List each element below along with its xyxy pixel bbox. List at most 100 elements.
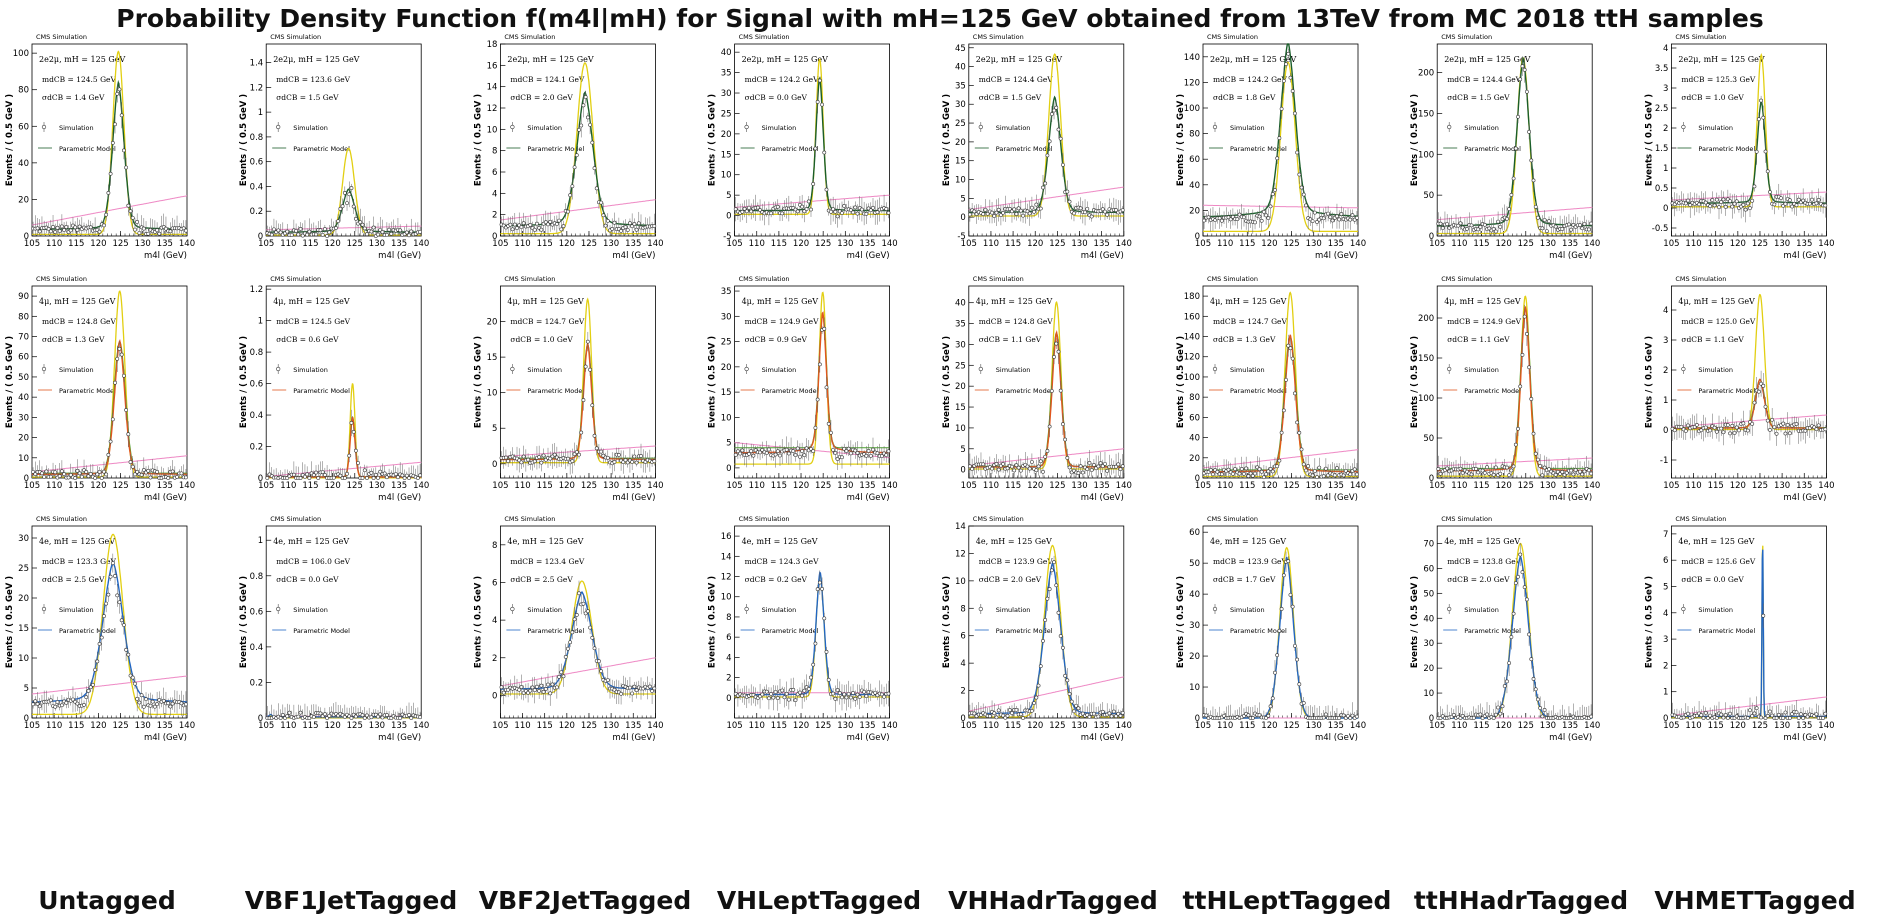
data-point bbox=[360, 713, 365, 718]
legend-model: Parametric Model bbox=[762, 145, 819, 153]
channel-label: 4e, mH = 125 GeV bbox=[742, 537, 818, 546]
data-point bbox=[51, 225, 55, 229]
x-tick-label: 105 bbox=[1195, 721, 1211, 731]
data-point bbox=[1016, 465, 1021, 470]
data-point bbox=[623, 225, 628, 229]
data-point bbox=[1295, 657, 1300, 662]
x-tick-label: 130 bbox=[1540, 239, 1556, 249]
data-point bbox=[833, 696, 838, 701]
y-tick-label: 70 bbox=[1423, 539, 1434, 549]
x-tick-label: 105 bbox=[24, 481, 40, 491]
plot-frame bbox=[265, 43, 422, 237]
data-point bbox=[833, 451, 838, 455]
data-point bbox=[632, 454, 637, 459]
data-point bbox=[179, 701, 184, 706]
data-point bbox=[53, 704, 58, 709]
model-curve bbox=[1671, 378, 1827, 429]
model-curve bbox=[968, 330, 1124, 468]
legend-model: Parametric Model bbox=[996, 387, 1053, 395]
data-point bbox=[1120, 710, 1125, 715]
y-tick-label: 4 bbox=[726, 653, 731, 663]
channel-label: 2e2μ, mH = 125 GeV bbox=[273, 55, 359, 64]
x-axis-label: m4l (GeV) bbox=[378, 493, 421, 503]
y-tick-label: 0 bbox=[258, 474, 263, 484]
x-tick-label: 120 bbox=[90, 481, 106, 491]
x-tick-label: 130 bbox=[837, 481, 853, 491]
x-tick-label: 140 bbox=[179, 721, 195, 731]
data-point bbox=[362, 716, 367, 720]
data-point bbox=[1513, 442, 1518, 447]
data-point bbox=[1511, 176, 1516, 181]
x-tick-label: 120 bbox=[1496, 481, 1512, 491]
data-point bbox=[532, 688, 537, 693]
x-tick-label: 110 bbox=[514, 481, 530, 491]
data-point bbox=[99, 476, 104, 480]
legend-model: Parametric Model bbox=[1698, 387, 1755, 395]
data-point bbox=[1560, 470, 1565, 474]
green-curve bbox=[500, 343, 656, 459]
data-point bbox=[1257, 214, 1262, 219]
x-tick-label: 125 bbox=[581, 239, 597, 249]
data-point bbox=[1785, 423, 1790, 427]
x-tick-label: 135 bbox=[1328, 239, 1344, 249]
data-point bbox=[1350, 213, 1355, 218]
data-point bbox=[115, 593, 120, 598]
x-tick-label: 125 bbox=[1049, 481, 1065, 491]
data-point bbox=[1542, 218, 1547, 222]
data-point bbox=[113, 574, 117, 578]
data-point bbox=[1694, 423, 1699, 427]
data-point bbox=[183, 228, 188, 233]
data-point bbox=[1456, 223, 1461, 228]
data-point bbox=[780, 211, 785, 216]
y-tick-label: 5 bbox=[726, 191, 731, 201]
data-point bbox=[855, 451, 860, 455]
y-tick-label: 40 bbox=[1189, 590, 1200, 600]
legend-sim-marker bbox=[744, 606, 749, 612]
data-point bbox=[37, 704, 42, 709]
data-point bbox=[630, 460, 635, 464]
yellow-curve bbox=[266, 383, 422, 479]
data-point bbox=[1030, 205, 1034, 210]
data-point bbox=[605, 455, 610, 460]
y-tick-label: 2 bbox=[492, 654, 497, 664]
x-axis-label: m4l (GeV) bbox=[144, 251, 187, 261]
data-point bbox=[791, 687, 796, 692]
data-point bbox=[307, 229, 312, 234]
model-curve bbox=[32, 339, 187, 475]
data-point bbox=[126, 203, 131, 208]
data-point bbox=[1498, 471, 1503, 476]
data-point bbox=[35, 701, 40, 706]
y-tick-label: 200 bbox=[1418, 314, 1434, 324]
data-point bbox=[1567, 222, 1571, 227]
data-point bbox=[809, 207, 813, 212]
data-point bbox=[1065, 455, 1070, 460]
data-point bbox=[278, 230, 283, 235]
channel-label: 2e2μ, mH = 125 GeV bbox=[39, 55, 125, 64]
data-point bbox=[590, 403, 595, 408]
data-point bbox=[994, 461, 999, 466]
x-tick-label: 120 bbox=[559, 239, 575, 249]
x-tick-label: 105 bbox=[961, 721, 977, 731]
x-tick-label: 125 bbox=[112, 721, 128, 731]
data-point bbox=[110, 417, 115, 422]
x-tick-label: 105 bbox=[258, 721, 274, 731]
data-point bbox=[504, 455, 508, 460]
data-point bbox=[1012, 207, 1017, 212]
data-point bbox=[1513, 146, 1518, 151]
data-point bbox=[610, 227, 615, 231]
x-tick-label: 125 bbox=[815, 481, 831, 491]
data-point bbox=[1478, 225, 1483, 229]
y-tick-label: 5 bbox=[492, 424, 497, 434]
data-point bbox=[272, 227, 276, 232]
y-tick-label: 10 bbox=[1423, 689, 1434, 699]
data-point bbox=[325, 234, 329, 238]
data-point bbox=[1348, 472, 1353, 477]
data-point bbox=[31, 702, 36, 707]
data-point bbox=[148, 475, 153, 480]
data-point bbox=[1491, 472, 1496, 477]
data-point bbox=[77, 224, 82, 229]
cms-label: CMS Simulation bbox=[504, 275, 555, 283]
